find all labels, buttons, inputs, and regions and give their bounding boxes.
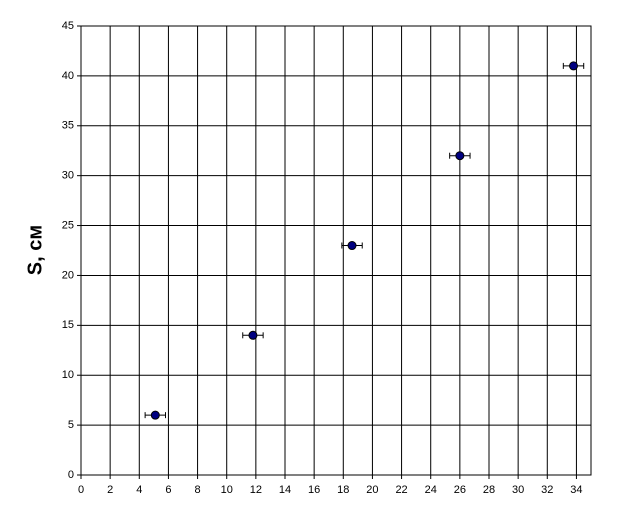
y-tick-label: 40	[62, 70, 74, 82]
x-tick-label: 26	[454, 484, 466, 496]
x-tick-label: 8	[195, 484, 201, 496]
y-tick-label: 45	[62, 20, 74, 32]
point	[347, 241, 357, 251]
x-tick-label: 32	[541, 484, 553, 496]
y-tick-label: 20	[62, 269, 74, 281]
x-tick-label: 14	[279, 484, 291, 496]
x-tick-label: 2	[107, 484, 113, 496]
y-tick-label: 35	[62, 120, 74, 132]
x-tick-label: 30	[512, 484, 524, 496]
point	[248, 330, 258, 340]
y-tick-label: 10	[62, 369, 74, 381]
y-tick-label: 25	[62, 219, 74, 231]
y-tick-label: 15	[62, 319, 74, 331]
x-tick-label: 20	[366, 484, 378, 496]
x-tick-label: 4	[136, 484, 142, 496]
y-tick-label: 0	[68, 469, 74, 481]
point	[455, 151, 465, 161]
x-tick-label: 28	[483, 484, 495, 496]
y-axis-label: S, см	[24, 225, 46, 275]
point	[150, 410, 160, 420]
x-tick-label: 10	[221, 484, 233, 496]
x-tick-label: 22	[395, 484, 407, 496]
x-tick-label: 12	[250, 484, 262, 496]
plot-area	[80, 25, 592, 476]
x-tick-label: 34	[570, 484, 582, 496]
point	[569, 61, 579, 71]
x-tick-label: 16	[308, 484, 320, 496]
x-tick-label: 0	[78, 484, 84, 496]
x-tick-label: 24	[425, 484, 437, 496]
y-tick-label: 30	[62, 170, 74, 182]
x-tick-label: 18	[337, 484, 349, 496]
y-tick-label: 5	[68, 419, 74, 431]
x-tick-label: 6	[165, 484, 171, 496]
